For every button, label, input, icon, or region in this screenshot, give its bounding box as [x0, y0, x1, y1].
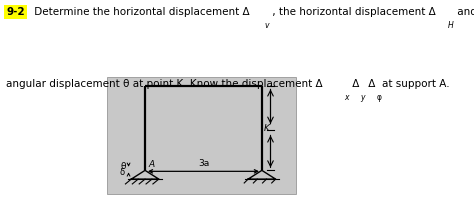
Text: angular displacement θ at point K .Know the displacement Δ: angular displacement θ at point K .Know …: [6, 79, 323, 89]
Text: v: v: [264, 21, 269, 30]
Text: Δ: Δ: [349, 79, 360, 89]
Text: θ: θ: [121, 162, 126, 171]
Text: δ: δ: [120, 168, 125, 177]
Text: , the horizontal displacement Δ: , the horizontal displacement Δ: [269, 7, 436, 17]
Text: H: H: [447, 21, 453, 30]
Text: φ: φ: [376, 93, 381, 102]
Text: 3a: 3a: [198, 159, 209, 168]
Text: y: y: [360, 93, 365, 102]
Text: Determine the horizontal displacement Δ: Determine the horizontal displacement Δ: [31, 7, 249, 17]
FancyBboxPatch shape: [108, 77, 296, 194]
Text: x: x: [345, 93, 349, 102]
Text: A: A: [148, 160, 155, 169]
Text: at support A.: at support A.: [382, 79, 449, 89]
Text: Δ: Δ: [365, 79, 375, 89]
Text: K: K: [264, 124, 269, 133]
Text: and: and: [454, 7, 474, 17]
Text: 9-2: 9-2: [6, 7, 25, 17]
